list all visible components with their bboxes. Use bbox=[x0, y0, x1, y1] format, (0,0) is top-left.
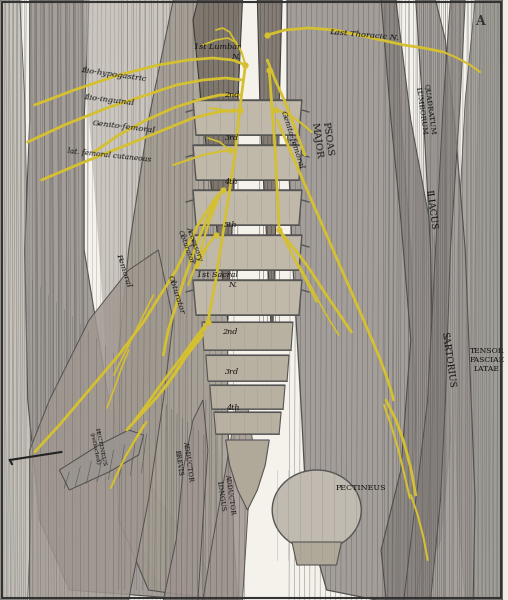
Polygon shape bbox=[416, 0, 475, 600]
Text: A: A bbox=[475, 15, 485, 28]
Text: SARTORIUS: SARTORIUS bbox=[439, 331, 456, 389]
Polygon shape bbox=[193, 100, 302, 135]
Polygon shape bbox=[226, 440, 269, 510]
Text: 4th: 4th bbox=[226, 404, 240, 412]
Text: Last Thoracic N.: Last Thoracic N. bbox=[329, 28, 399, 42]
Polygon shape bbox=[287, 0, 416, 600]
Polygon shape bbox=[84, 0, 238, 600]
Text: Femoral: Femoral bbox=[114, 252, 133, 288]
Text: lat. femoral cutaneous: lat. femoral cutaneous bbox=[67, 146, 151, 163]
Polygon shape bbox=[114, 0, 238, 600]
Polygon shape bbox=[292, 542, 341, 565]
Text: ADDUCTOR
LONGUS: ADDUCTOR LONGUS bbox=[214, 473, 237, 517]
Polygon shape bbox=[471, 0, 503, 600]
Polygon shape bbox=[59, 430, 144, 490]
Polygon shape bbox=[193, 235, 302, 270]
Text: ILIACUS: ILIACUS bbox=[423, 190, 438, 230]
Text: 2nd: 2nd bbox=[224, 91, 240, 99]
Polygon shape bbox=[193, 280, 302, 315]
Text: PSOAS
MAJOR: PSOAS MAJOR bbox=[309, 121, 334, 160]
Text: ADDUCTOR
BREVIS: ADDUCTOR BREVIS bbox=[172, 440, 195, 484]
Ellipse shape bbox=[272, 470, 361, 550]
Text: 1st Lumbar
N.: 1st Lumbar N. bbox=[194, 43, 240, 61]
Polygon shape bbox=[206, 355, 289, 381]
Polygon shape bbox=[214, 412, 281, 434]
Polygon shape bbox=[193, 190, 302, 225]
Polygon shape bbox=[164, 400, 208, 600]
Polygon shape bbox=[193, 0, 242, 320]
Text: Ilio-inguinal: Ilio-inguinal bbox=[83, 93, 135, 107]
Text: 3rd: 3rd bbox=[225, 134, 239, 142]
Polygon shape bbox=[455, 0, 503, 600]
Text: Accessory
Obturator: Accessory Obturator bbox=[176, 225, 204, 265]
Polygon shape bbox=[258, 0, 282, 350]
Text: Genito-femoral: Genito-femoral bbox=[91, 119, 156, 135]
Polygon shape bbox=[29, 250, 173, 600]
Polygon shape bbox=[203, 390, 252, 600]
Text: 3rd: 3rd bbox=[225, 368, 239, 376]
Polygon shape bbox=[25, 0, 218, 600]
Polygon shape bbox=[0, 0, 31, 600]
Text: QUADRATUM
LUMBORUM: QUADRATUM LUMBORUM bbox=[414, 83, 438, 137]
Text: 4th: 4th bbox=[224, 178, 238, 186]
Text: TENSOR
FASCIAE
LATAE: TENSOR FASCIAE LATAE bbox=[469, 347, 504, 373]
Text: PECTINEUS
(reflected): PECTINEUS (reflected) bbox=[87, 428, 107, 469]
Polygon shape bbox=[404, 0, 465, 600]
Text: 2nd: 2nd bbox=[222, 328, 238, 336]
Text: Obturator: Obturator bbox=[166, 274, 186, 316]
Text: 5th: 5th bbox=[224, 221, 238, 229]
Polygon shape bbox=[193, 145, 302, 180]
Text: Ilio-hypogastric: Ilio-hypogastric bbox=[80, 67, 147, 83]
Polygon shape bbox=[202, 322, 293, 350]
Text: Genito-femoral: Genito-femoral bbox=[279, 110, 305, 170]
Text: 1st Sacral
N.: 1st Sacral N. bbox=[197, 271, 238, 289]
Polygon shape bbox=[381, 0, 451, 600]
Text: PECTINEUS: PECTINEUS bbox=[336, 484, 387, 492]
Polygon shape bbox=[210, 385, 285, 409]
